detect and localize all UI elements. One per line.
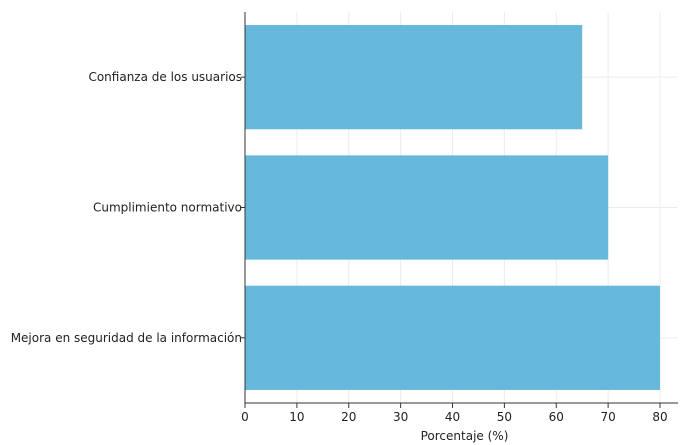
x-tick-label: 70 xyxy=(600,410,615,424)
x-tick-label: 60 xyxy=(549,410,564,424)
x-tick-label: 0 xyxy=(241,410,249,424)
x-tick-label: 10 xyxy=(289,410,304,424)
y-category-label: Cumplimiento normativo xyxy=(93,201,242,215)
x-tick-label: 50 xyxy=(497,410,512,424)
bar xyxy=(245,285,660,390)
x-tick-label: 80 xyxy=(652,410,667,424)
bars-group xyxy=(245,25,660,390)
x-tick-label: 40 xyxy=(445,410,460,424)
x-tick-label: 20 xyxy=(341,410,356,424)
bar xyxy=(245,25,583,130)
y-category-label: Mejora en seguridad de la información xyxy=(11,331,242,345)
x-axis-title: Porcentaje (%) xyxy=(421,429,509,443)
bar xyxy=(245,155,609,260)
y-category-labels: Confianza de los usuarios Cumplimiento no… xyxy=(11,70,245,345)
x-ticks: 0 10 20 30 40 50 60 70 80 xyxy=(241,403,668,424)
y-category-label: Confianza de los usuarios xyxy=(88,70,242,84)
x-tick-label: 30 xyxy=(393,410,408,424)
